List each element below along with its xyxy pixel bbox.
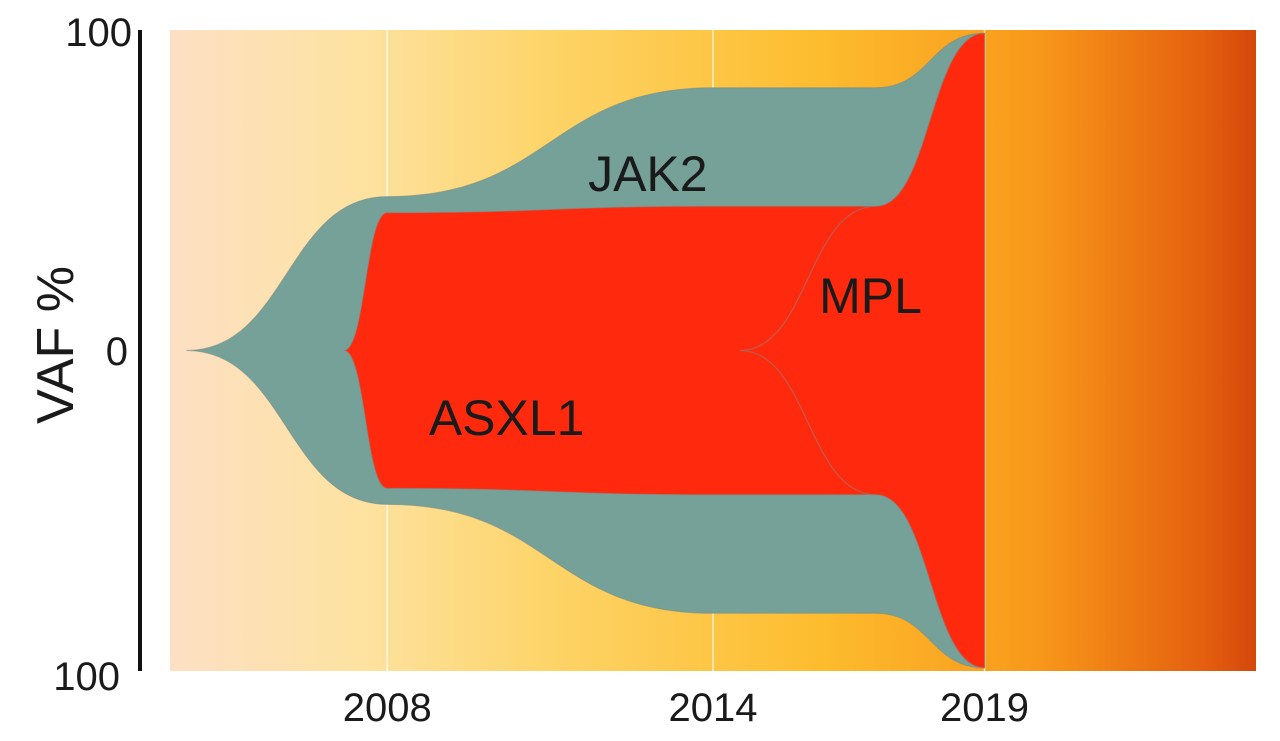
x-tick-2014: 2014 <box>669 686 758 730</box>
y-axis-label: VAF % <box>27 266 85 424</box>
y-tick-middle: 0 <box>106 330 128 374</box>
band-mpl <box>740 32 985 669</box>
clone-labels: JAK2 ASXL1 MPL <box>429 146 922 446</box>
y-tick-top: 100 <box>65 11 132 55</box>
clone-bands <box>186 32 985 669</box>
label-jak2: JAK2 <box>588 146 708 202</box>
x-tick-labels: 2008 2014 2019 <box>343 686 1029 730</box>
label-mpl: MPL <box>819 268 922 324</box>
y-tick-bottom: 100 <box>53 655 120 699</box>
x-tick-2008: 2008 <box>343 686 432 730</box>
label-asxl1: ASXL1 <box>429 390 585 446</box>
x-tick-2019: 2019 <box>940 686 1029 730</box>
